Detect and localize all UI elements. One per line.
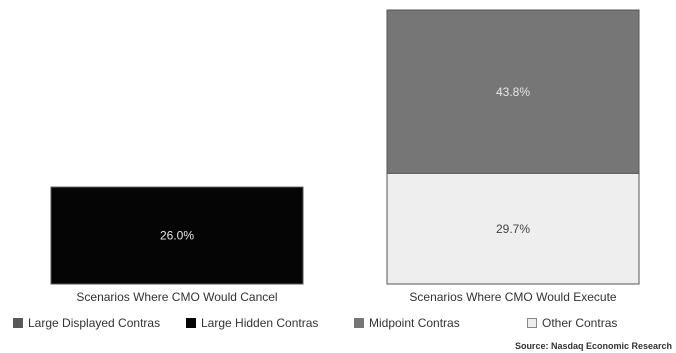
segment-label-group: 26.0% 29.7% 43.8%: [160, 85, 530, 243]
bar-segment-other-contras-execute: [386, 172, 640, 285]
bar-segment-large-hidden-contras-cancel: [50, 186, 304, 285]
bar-segment-midpoint-contras-execute: [386, 9, 640, 174]
legend: Large Displayed Contras Large Hidden Con…: [13, 315, 663, 331]
bar-group: [50, 9, 640, 285]
category-label-cancel: Scenarios Where CMO Would Cancel: [76, 290, 277, 304]
category-label-group: Scenarios Where CMO Would Cancel Scenario…: [76, 290, 617, 304]
legend-label-large-displayed-contras: Large Displayed Contras: [28, 316, 161, 330]
legend-item-other-contras: Other Contras: [527, 315, 617, 331]
legend-item-midpoint-contras: Midpoint Contras: [354, 315, 460, 331]
legend-swatch-midpoint-contras: [354, 318, 364, 328]
category-label-execute: Scenarios Where CMO Would Execute: [409, 290, 617, 304]
legend-label-large-hidden-contras: Large Hidden Contras: [201, 316, 319, 330]
source-note: Source: Nasdaq Economic Research: [514, 341, 672, 351]
legend-swatch-large-displayed-contras: [13, 318, 23, 328]
legend-swatch-large-hidden-contras: [186, 318, 196, 328]
legend-item-large-hidden-contras: Large Hidden Contras: [186, 315, 318, 331]
segment-value-label: 29.7%: [496, 222, 530, 236]
legend-swatch-other-contras: [527, 318, 537, 328]
legend-label-other-contras: Other Contras: [542, 316, 618, 330]
legend-item-large-displayed-contras: Large Displayed Contras: [13, 315, 160, 331]
segment-value-label: 26.0%: [160, 229, 194, 243]
legend-label-midpoint-contras: Midpoint Contras: [369, 316, 460, 330]
segment-value-label: 43.8%: [496, 85, 530, 99]
